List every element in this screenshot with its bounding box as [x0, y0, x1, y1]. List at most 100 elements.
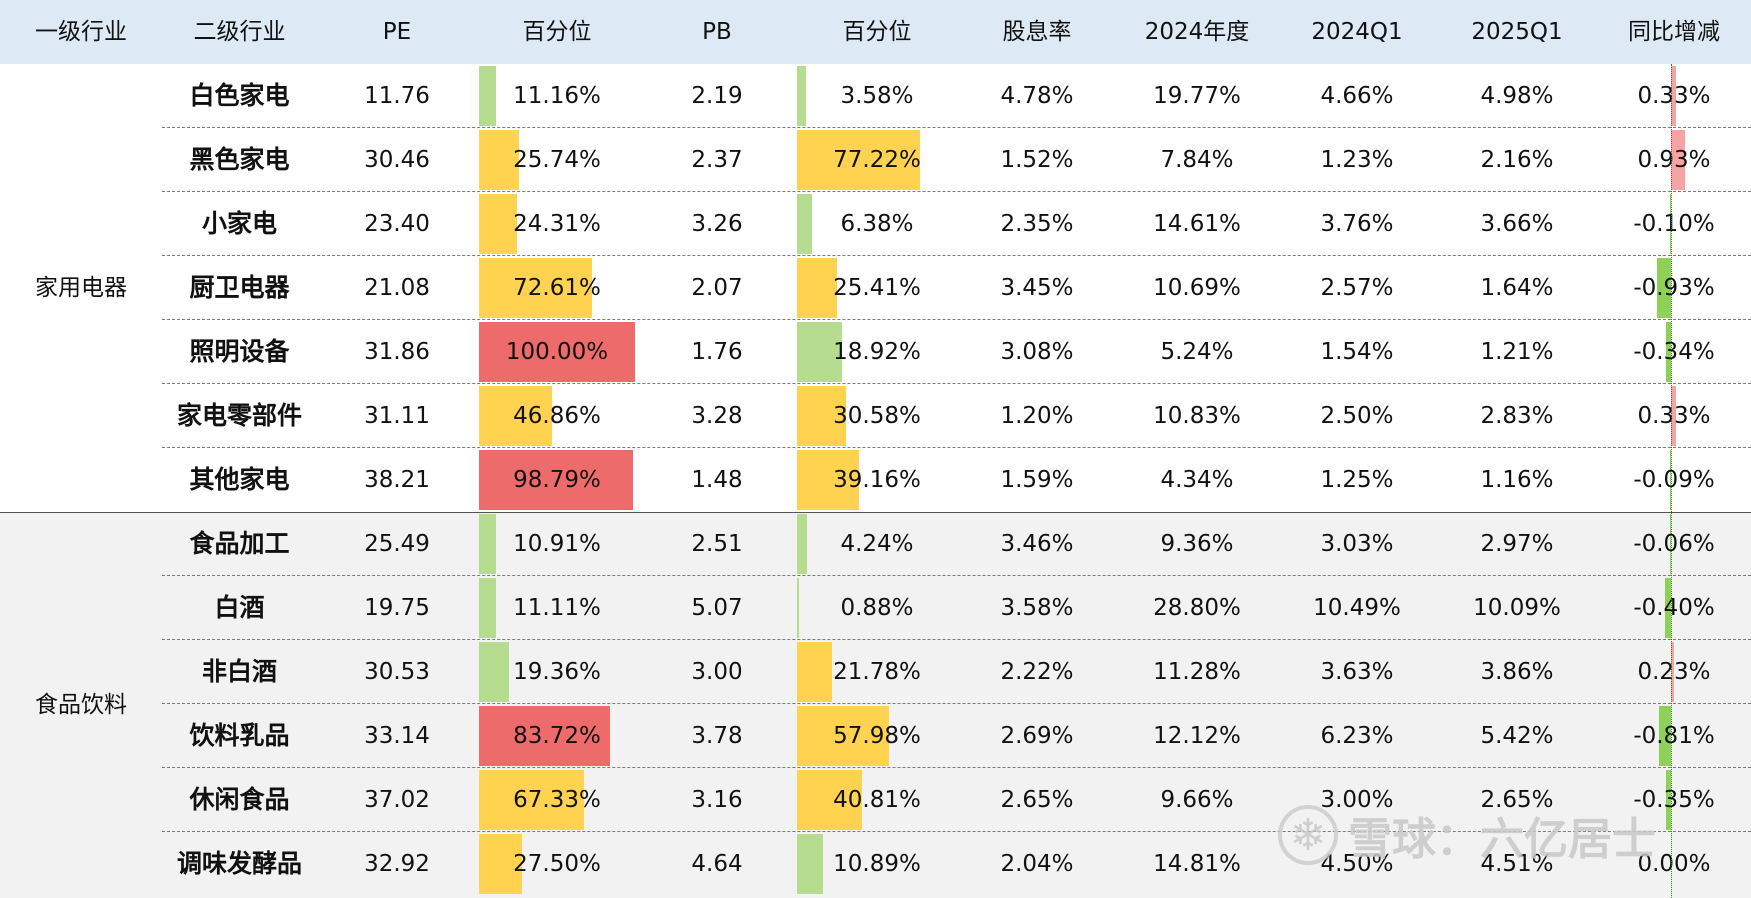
yoy-change-bar: [1665, 322, 1671, 382]
pe-percentile-value: 27.50%: [513, 851, 601, 877]
table-row: 小家电 23.40 3.26 2.35% 14.61% 3.76% 3.66% 24.31% 6…: [0, 192, 1751, 256]
pe-percentile-value: 25.74%: [513, 147, 601, 173]
pb-percentile-value: 3.58%: [840, 83, 914, 109]
q1-2025-value: 2.83%: [1480, 403, 1554, 429]
industry-name: 照明设备: [189, 337, 290, 366]
pb-value: 3.26: [691, 211, 743, 237]
row-divider: [162, 127, 1751, 128]
dividend-yield-value: 3.58%: [1000, 595, 1074, 621]
q1-2025-value: 2.65%: [1480, 787, 1554, 813]
yoy-zero-axis: [1671, 64, 1672, 898]
yoy-change-bar: [1670, 514, 1671, 574]
annual-2024-value: 9.66%: [1160, 787, 1234, 813]
dividend-yield-value: 3.46%: [1000, 531, 1074, 557]
q1-2025-value: 5.42%: [1480, 723, 1554, 749]
q1-2024-value: 2.50%: [1320, 403, 1394, 429]
pb-percentile-value: 18.92%: [833, 339, 921, 365]
yoy-change-bar: [1671, 66, 1676, 126]
q1-2025-value: 10.09%: [1473, 595, 1561, 621]
annual-2024-value: 19.77%: [1153, 83, 1241, 109]
pb-value: 1.48: [691, 467, 743, 493]
q1-2024-value: 3.76%: [1320, 211, 1394, 237]
annual-2024-value: 12.12%: [1153, 723, 1241, 749]
pe-value: 32.92: [364, 851, 430, 877]
pb-percentile-bar: [797, 770, 862, 830]
pb-percentile-bar: [797, 322, 843, 382]
q1-2025-value: 1.64%: [1480, 275, 1554, 301]
industry-name: 家电零部件: [176, 401, 302, 430]
pb-value: 3.16: [691, 787, 743, 813]
yoy-change-value: -0.09%: [1633, 467, 1715, 493]
q1-2024-value: 2.57%: [1320, 275, 1394, 301]
table-row: 家电零部件 31.11 3.28 1.20% 10.83% 2.50% 2.83% 46.86…: [0, 384, 1751, 448]
header-level1: 一级行业: [35, 19, 127, 45]
snowball-logo-icon: ❄: [1278, 805, 1338, 865]
group-label-appliances: 家用电器: [35, 275, 127, 301]
header-2024-annual: 2024年度: [1144, 19, 1250, 45]
pb-percentile-value: 10.89%: [833, 851, 921, 877]
pe-value: 33.14: [364, 723, 430, 749]
q1-2024-value: 3.63%: [1320, 659, 1394, 685]
industry-name: 其他家电: [189, 465, 290, 494]
industry-name: 食品加工: [189, 529, 290, 558]
dividend-yield-value: 2.65%: [1000, 787, 1074, 813]
annual-2024-value: 14.81%: [1153, 851, 1241, 877]
pb-percentile-value: 39.16%: [833, 467, 921, 493]
annual-2024-value: 9.36%: [1160, 531, 1234, 557]
pe-percentile-value: 11.16%: [513, 83, 601, 109]
industry-name: 黑色家电: [189, 145, 290, 174]
dividend-yield-value: 3.08%: [1000, 339, 1074, 365]
pe-percentile-bar: [479, 386, 553, 446]
pb-percentile-value: 30.58%: [833, 403, 921, 429]
pb-percentile-value: 77.22%: [833, 147, 921, 173]
q1-2024-value: 3.00%: [1320, 787, 1394, 813]
table-row: 白酒 19.75 5.07 3.58% 28.80% 10.49% 10.09% 11.11%…: [0, 576, 1751, 640]
industry-name: 非白酒: [201, 657, 277, 686]
annual-2024-value: 10.69%: [1153, 275, 1241, 301]
row-divider: [162, 447, 1751, 448]
annual-2024-value: 11.28%: [1153, 659, 1241, 685]
dividend-yield-value: 1.59%: [1000, 467, 1074, 493]
yoy-change-value: -0.10%: [1633, 211, 1715, 237]
dividend-yield-value: 2.22%: [1000, 659, 1074, 685]
header-dividend-yield: 股息率: [1002, 19, 1072, 45]
q1-2025-value: 2.97%: [1480, 531, 1554, 557]
industry-name: 调味发酵品: [176, 849, 302, 878]
pe-percentile-value: 100.00%: [505, 339, 609, 365]
dividend-yield-value: 3.45%: [1000, 275, 1074, 301]
table-row: 非白酒 30.53 3.00 2.22% 11.28% 3.63% 3.86% 19.36% 2…: [0, 640, 1751, 704]
table-row: 休闲食品 37.02 3.16 2.65% 9.66% 3.00% 2.65% 67.33% 4…: [0, 768, 1751, 832]
pb-value: 1.76: [691, 339, 743, 365]
pe-percentile-bar: [479, 514, 497, 574]
q1-2025-value: 4.51%: [1480, 851, 1554, 877]
row-divider: [162, 383, 1751, 384]
pb-percentile-bar: [797, 578, 800, 638]
annual-2024-value: 28.80%: [1153, 595, 1241, 621]
q1-2024-value: 4.50%: [1320, 851, 1394, 877]
pe-percentile-bar: [479, 130, 520, 190]
table-row: 其他家电 38.21 1.48 1.59% 4.34% 1.25% 1.16% 98.79% 3…: [0, 448, 1751, 512]
header-2024q1: 2024Q1: [1311, 19, 1403, 45]
pb-percentile-bar: [797, 66, 806, 126]
pe-percentile-value: 10.91%: [513, 531, 601, 557]
group-label-food: 食品饮料: [35, 692, 127, 718]
table-row: 厨卫电器 21.08 2.07 3.45% 10.69% 2.57% 1.64% 72.61%…: [0, 256, 1751, 320]
row-divider: [162, 639, 1751, 640]
pe-value: 11.76: [364, 83, 430, 109]
q1-2025-value: 4.98%: [1480, 83, 1554, 109]
pe-percentile-bar: [479, 194, 517, 254]
pe-percentile-value: 24.31%: [513, 211, 601, 237]
pe-percentile-value: 98.79%: [513, 467, 601, 493]
table-row: 白色家电 11.76 2.19 4.78% 19.77% 4.66% 4.98% 11.16%…: [0, 64, 1751, 128]
q1-2024-value: 1.25%: [1320, 467, 1394, 493]
yoy-change-value: -0.06%: [1633, 531, 1715, 557]
pb-percentile-bar: [797, 514, 808, 574]
pb-percentile-value: 6.38%: [840, 211, 914, 237]
dividend-yield-value: 1.52%: [1000, 147, 1074, 173]
table-row: 饮料乳品 33.14 3.78 2.69% 12.12% 6.23% 5.42% 83.72%…: [0, 704, 1751, 768]
pb-percentile-bar: [797, 258, 838, 318]
yoy-change-bar: [1665, 578, 1671, 638]
table-header: 一级行业 二级行业 PE 百分位 PB 百分位 股息率 2024年度 2024Q…: [0, 0, 1751, 64]
pb-value: 3.78: [691, 723, 743, 749]
q1-2025-value: 3.86%: [1480, 659, 1554, 685]
